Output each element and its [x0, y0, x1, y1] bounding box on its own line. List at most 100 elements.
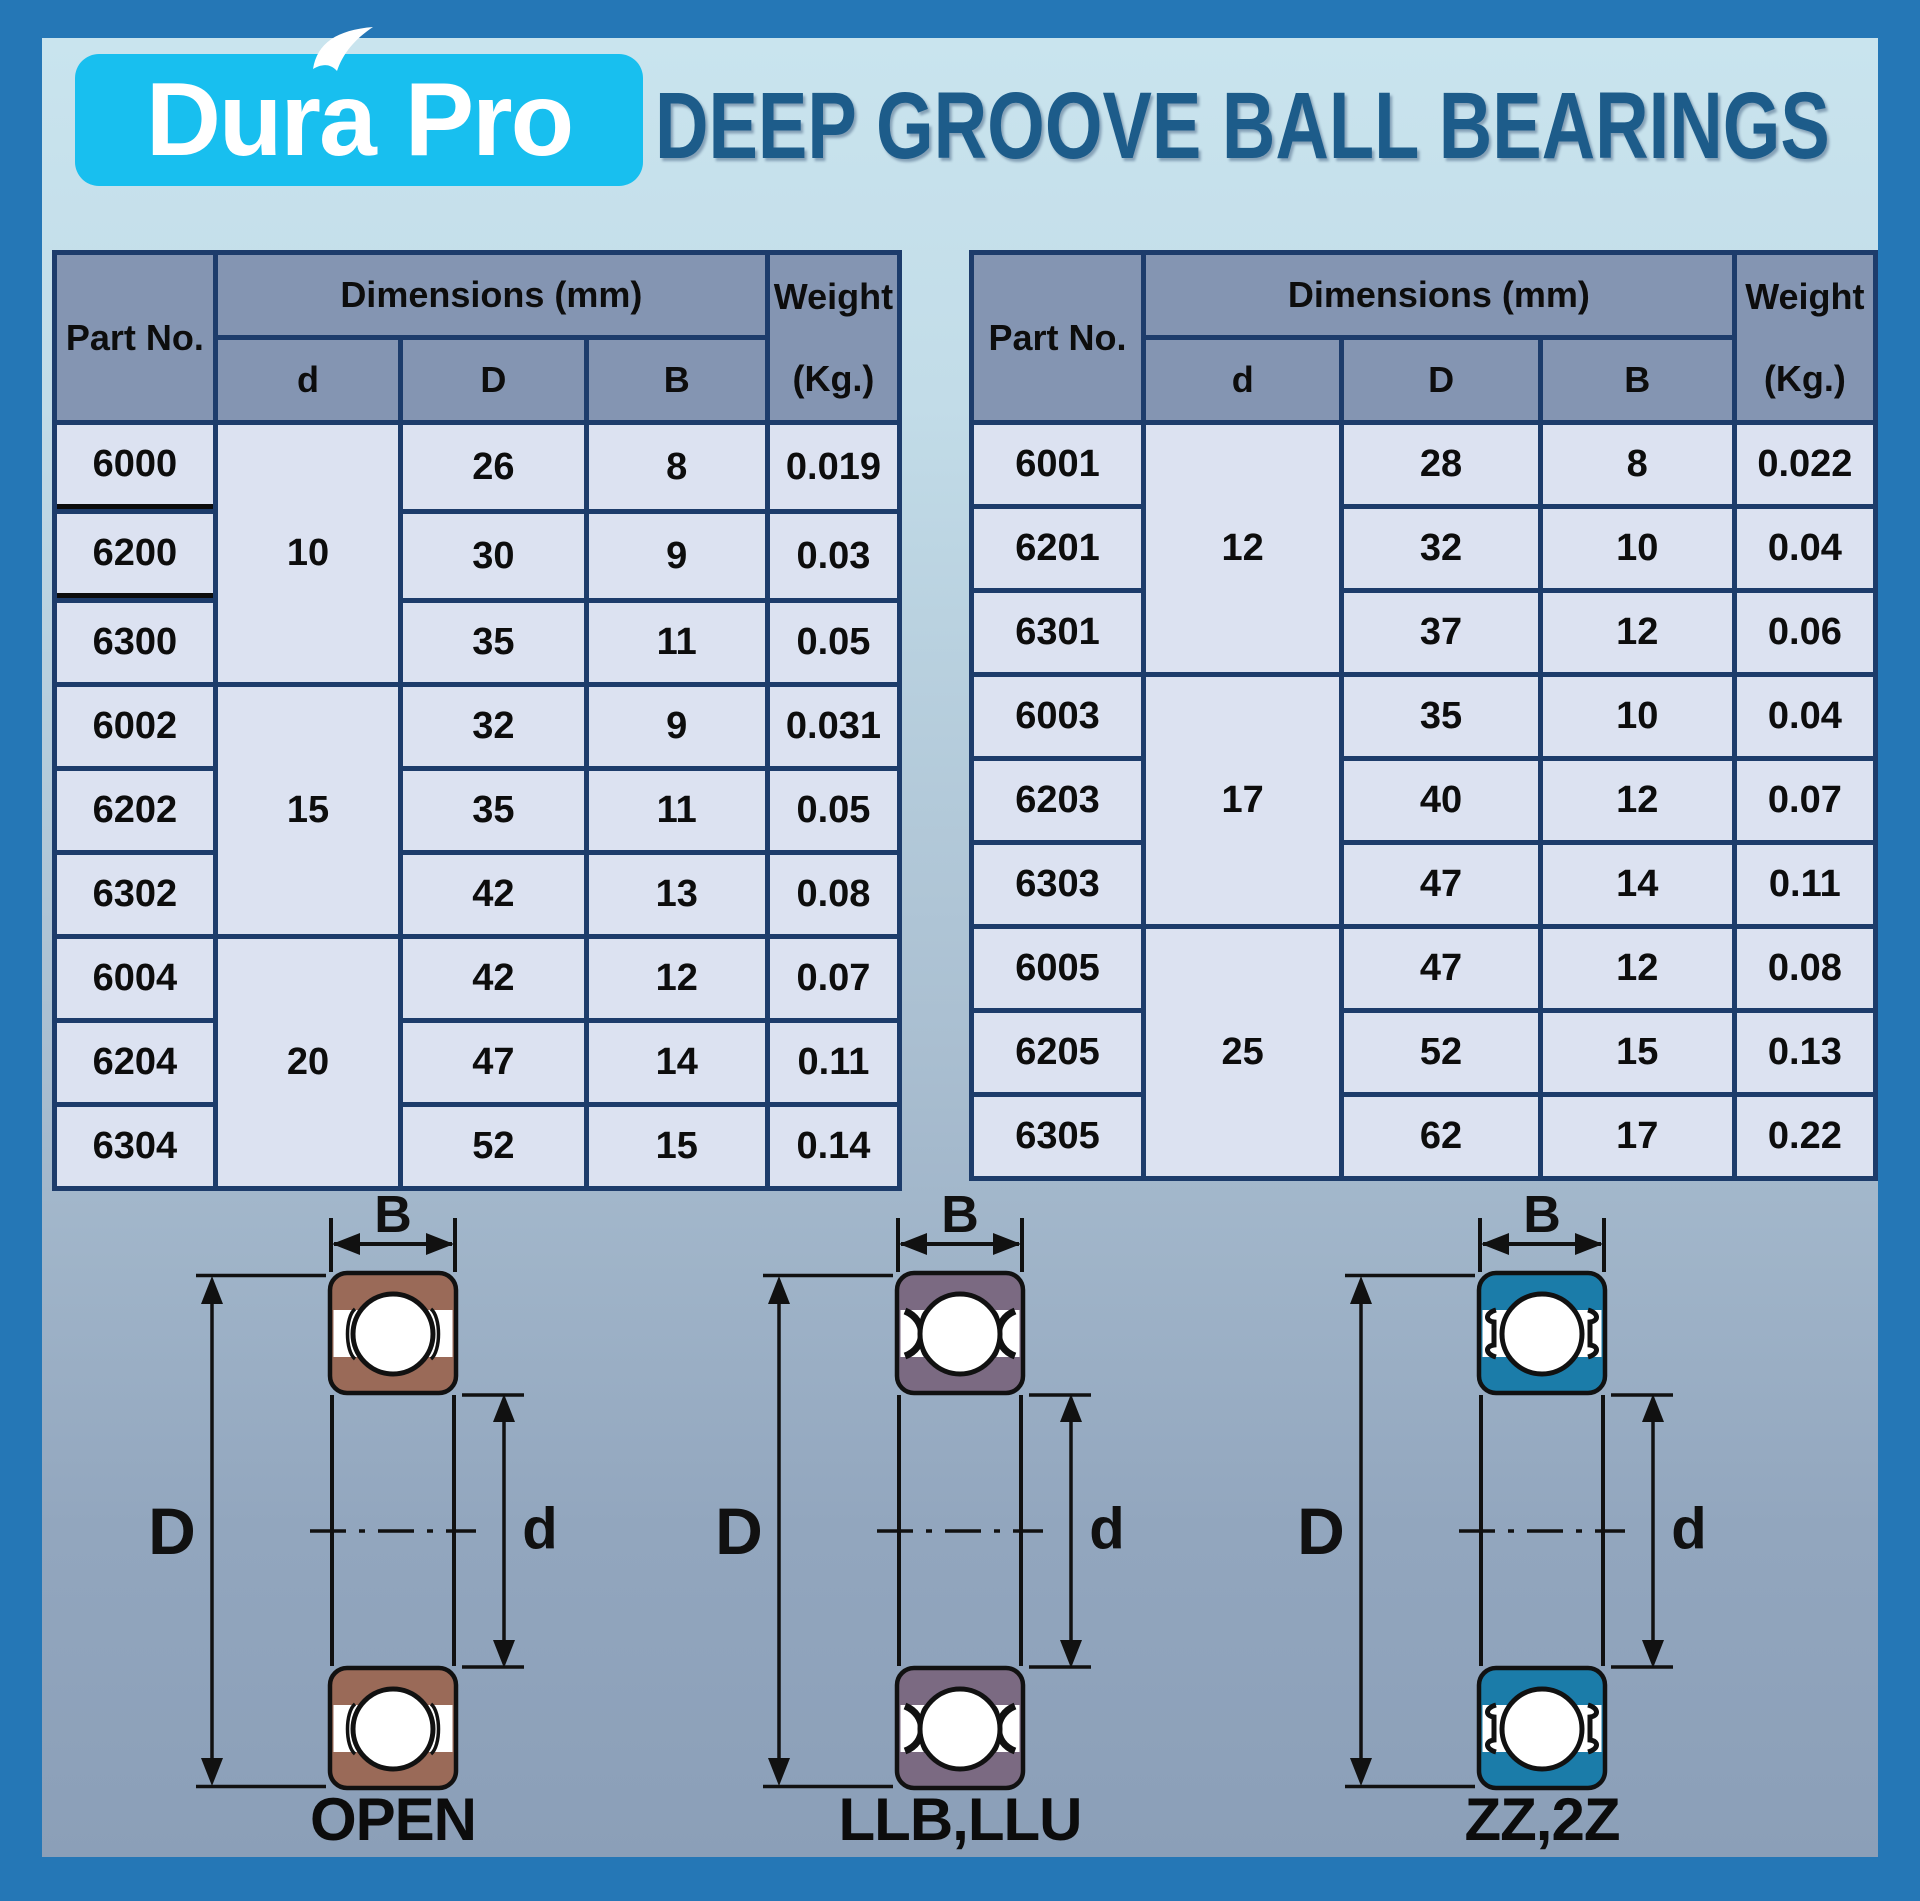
table-row: 6301 37 12 0.06	[974, 593, 1873, 672]
width-B-cell: 10	[1542, 509, 1732, 588]
col-header-D: D	[403, 340, 584, 420]
dim-label-d: d	[1671, 1497, 1706, 1562]
col-header-part-no: Part No.	[57, 255, 213, 420]
table-row: 6004 20 42 12 0.07	[57, 939, 897, 1186]
bore-d-cell: 10	[217, 425, 399, 682]
weight-cell: 0.06	[1736, 593, 1873, 672]
width-B-cell: 15	[1542, 1013, 1732, 1092]
part-no-cell: 6201	[974, 509, 1141, 588]
outer-D-cell: 42	[403, 939, 584, 1018]
part-no-cell: 6001	[974, 425, 1141, 504]
brand-logo: Dur a Pro	[75, 26, 643, 186]
part-no-cell: 6000	[57, 425, 213, 509]
table-row: 6200 30 9 0.03	[57, 514, 897, 598]
table-row: 6201 32 10 0.04	[974, 509, 1873, 588]
outer-D-cell: 52	[403, 1107, 584, 1186]
metal-shield	[1485, 1307, 1497, 1360]
width-B-cell: 14	[1542, 845, 1732, 924]
weight-cell: 0.08	[769, 855, 897, 934]
bearing-diagram-zz-2z: B D d	[1269, 1158, 1829, 1858]
width-B-cell: 12	[588, 939, 765, 1018]
outer-D-cell: 30	[403, 514, 584, 598]
table-row: 6203 40 12 0.07	[974, 761, 1873, 840]
bore-d-cell: 15	[217, 687, 399, 934]
bore-d-cell: 17	[1146, 677, 1340, 924]
bearing-diagram-open: B D d OPEN	[120, 1158, 680, 1858]
table-row: 6305 62 17 0.22	[974, 1097, 1873, 1176]
brand-text-right: Pro	[404, 61, 574, 178]
ball	[1499, 1686, 1585, 1772]
dim-label-d: d	[1089, 1497, 1124, 1562]
col-header-part-no: Part No.	[974, 255, 1141, 420]
weight-cell: 0.05	[769, 603, 897, 682]
weight-cell: 0.04	[1736, 677, 1873, 756]
width-B-cell: 8	[588, 425, 765, 509]
weight-label: Weight	[773, 275, 894, 317]
width-B-cell: 12	[1542, 929, 1732, 1008]
table-row: 6204 47 14 0.11	[57, 1023, 897, 1102]
weight-cell: 0.14	[769, 1107, 897, 1186]
metal-shield	[1587, 1307, 1599, 1360]
table-row: 6002 15 32 9 0.031	[57, 687, 897, 934]
weight-cell: 0.05	[769, 771, 897, 850]
width-B-cell: 13	[588, 855, 765, 934]
table-row: 6300 35 11 0.05	[57, 603, 897, 682]
dim-label-B: B	[374, 1186, 412, 1244]
outer-D-cell: 35	[403, 603, 584, 682]
part-no-cell: 6300	[57, 603, 213, 682]
width-B-cell: 14	[588, 1023, 765, 1102]
bearing-diagram-llb-llu: B D d	[687, 1158, 1247, 1858]
outer-D-cell: 32	[1344, 509, 1538, 588]
weight-cell: 0.22	[1736, 1097, 1873, 1176]
part-no-cell: 6305	[974, 1097, 1141, 1176]
part-no-cell: 6204	[57, 1023, 213, 1102]
bore-d-cell: 20	[217, 939, 399, 1186]
part-no-cell: 6202	[57, 771, 213, 850]
weight-cell: 0.022	[1736, 425, 1873, 504]
page-title: DEEP GROOVE BALL BEARINGS	[655, 72, 1830, 179]
width-B-cell: 11	[588, 771, 765, 850]
outer-D-cell: 40	[1344, 761, 1538, 840]
table-row: 6205 52 15 0.13	[974, 1013, 1873, 1092]
outer-D-cell: 37	[1344, 593, 1538, 672]
table-row: 6005 25 47 12 0.08	[974, 929, 1873, 1176]
col-header-dimensions: Dimensions (mm)	[217, 255, 765, 335]
part-no-cell: 6004	[57, 939, 213, 1018]
table-row: 6000 10 26 8 0.019	[57, 425, 897, 682]
metal-shield	[1587, 1702, 1599, 1755]
weight-cell: 0.04	[1736, 509, 1873, 588]
bearing-cross-section-sealed-drawing: B D d	[715, 1186, 1125, 1853]
weight-unit-label: (Kg.)	[1763, 357, 1846, 399]
weight-cell: 0.031	[769, 687, 897, 766]
outer-D-cell: 28	[1344, 425, 1538, 504]
dim-label-B: B	[941, 1186, 979, 1244]
ball	[350, 1291, 436, 1377]
brand-letter-a: a	[312, 26, 377, 180]
ball	[1499, 1291, 1585, 1377]
part-no-cell: 6304	[57, 1107, 213, 1186]
outer-D-cell: 42	[403, 855, 584, 934]
bore-d-cell: 12	[1146, 425, 1340, 672]
weight-cell: 0.07	[769, 939, 897, 1018]
diagram-label: ZZ,2Z	[1465, 1786, 1620, 1853]
leaf-icon	[312, 26, 373, 71]
outer-D-cell: 35	[403, 771, 584, 850]
dim-label-D: D	[715, 1494, 763, 1568]
part-no-cell: 6203	[974, 761, 1141, 840]
ball	[917, 1686, 1003, 1772]
weight-cell: 0.03	[769, 514, 897, 598]
weight-label: Weight	[1745, 275, 1865, 317]
weight-cell: 0.08	[1736, 929, 1873, 1008]
dim-label-B: B	[1523, 1186, 1561, 1244]
table-row: 6001 12 28 8 0.022	[974, 425, 1873, 672]
col-header-dimensions: Dimensions (mm)	[1146, 255, 1732, 335]
width-B-cell: 12	[1542, 761, 1732, 840]
weight-cell: 0.11	[1736, 845, 1873, 924]
outer-D-cell: 32	[403, 687, 584, 766]
col-header-d: d	[1146, 340, 1340, 420]
metal-shield	[1485, 1702, 1497, 1755]
part-no-cell: 6005	[974, 929, 1141, 1008]
width-B-cell: 12	[1542, 593, 1732, 672]
width-B-cell: 10	[1542, 677, 1732, 756]
